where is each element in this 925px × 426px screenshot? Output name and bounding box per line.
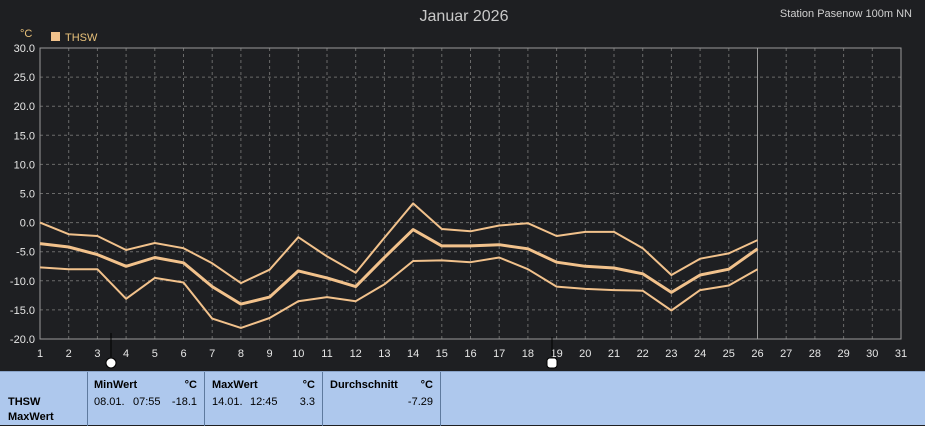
- min-value-cell: MinWert °C 08.01. 07:55 -18.1: [88, 372, 205, 426]
- series-line-1: [39, 202, 758, 285]
- max-unit: °C: [302, 379, 315, 391]
- y-tick-label: -15.0: [10, 305, 35, 317]
- max-time: 12:45: [250, 396, 278, 408]
- min-marker-handle[interactable]: [105, 357, 117, 369]
- min-time: 07:55: [133, 396, 161, 408]
- max-header: MaxWert: [212, 379, 258, 391]
- legend-swatch: [51, 32, 60, 41]
- max-value: 3.3: [299, 396, 315, 408]
- x-tick-label: 10: [292, 348, 304, 360]
- max-date: 14.01.: [212, 396, 243, 408]
- x-tick-label: 2: [66, 348, 72, 360]
- y-tick-label: 30.0: [14, 43, 35, 55]
- x-tick-label: 5: [152, 348, 158, 360]
- statistics-panel: THSW MaxWert MinWert °C 08.01. 07:55 -18…: [0, 371, 925, 426]
- x-tick-label: 31: [895, 348, 907, 360]
- avg-header: Durchschnitt: [330, 379, 398, 391]
- x-tick-label: 24: [694, 348, 706, 360]
- y-tick-label: 10.0: [14, 159, 35, 171]
- y-tick-label: 20.0: [14, 101, 35, 113]
- x-tick-label: 4: [123, 348, 129, 360]
- x-tick-label: 16: [464, 348, 476, 360]
- y-tick-label: 25.0: [14, 72, 35, 84]
- x-tick-label: 19: [550, 348, 562, 360]
- max-value-cell: MaxWert °C 14.01. 12:45 3.3: [205, 372, 323, 426]
- x-tick-label: 6: [180, 348, 186, 360]
- series-lines: [39, 202, 759, 329]
- avg-value: -7.29: [407, 396, 433, 408]
- x-tick-label: 8: [238, 348, 244, 360]
- chart-title: Januar 2026: [420, 8, 509, 25]
- y-tick-label: -10.0: [10, 276, 35, 288]
- series-line-3: [39, 256, 758, 329]
- y-unit-label: °C: [20, 28, 32, 40]
- y-tick-label: 0.0: [20, 218, 35, 230]
- x-tick-label: 11: [321, 348, 332, 360]
- x-tick-label: 3: [94, 348, 100, 360]
- x-tick-label: 1: [37, 348, 43, 360]
- x-tick-label: 17: [493, 348, 505, 360]
- x-tick-label: 12: [350, 348, 362, 360]
- y-tick-label: -5.0: [16, 247, 35, 259]
- x-axis: 1 2 3 4 5 6 7 8 9 10 11 12 13 14 15 16 17 18 19 20 21 22 23 24 2…: [37, 348, 907, 360]
- min-header: MinWert: [94, 379, 138, 391]
- x-tick-label: 7: [209, 348, 215, 360]
- x-tick-label: 25: [723, 348, 735, 360]
- y-tick-label: 5.0: [20, 189, 35, 201]
- x-tick-label: 28: [809, 348, 821, 360]
- grid: [40, 48, 901, 339]
- chart: Januar 2026 Station Pasenow 100m NN °C T…: [10, 8, 912, 369]
- x-tick-label: 18: [522, 348, 534, 360]
- x-tick-label: 15: [436, 348, 448, 360]
- row-label-type: MaxWert: [8, 411, 54, 423]
- x-tick-label: 13: [378, 348, 390, 360]
- x-tick-label: 23: [665, 348, 677, 360]
- x-tick-label: 14: [407, 348, 419, 360]
- plot-frame: [39, 47, 902, 340]
- x-tick-label: 30: [866, 348, 878, 360]
- time-markers[interactable]: [105, 333, 558, 369]
- y-axis: 30.0 25.0 20.0 15.0 10.0 5.0 0.0 -5.0 -10.0 -15.0…: [10, 43, 35, 346]
- y-tick-label: -20.0: [10, 334, 35, 346]
- x-tick-label: 27: [780, 348, 792, 360]
- avg-unit: °C: [420, 379, 433, 391]
- x-tick-label: 20: [579, 348, 591, 360]
- x-tick-label: 21: [608, 348, 620, 360]
- x-tick-label: 29: [837, 348, 849, 360]
- row-label-series: THSW: [8, 396, 41, 408]
- min-date: 08.01.: [94, 396, 125, 408]
- y-tick-label: 15.0: [14, 130, 35, 142]
- legend-label: THSW: [65, 32, 98, 44]
- x-tick-label: 9: [267, 348, 273, 360]
- x-tick-label: 22: [637, 348, 649, 360]
- series-line-2: [39, 228, 759, 306]
- station-label: Station Pasenow 100m NN: [780, 8, 912, 20]
- min-value: -18.1: [171, 396, 197, 408]
- average-cell: Durchschnitt °C -7.29: [323, 372, 441, 426]
- row-label-cell: THSW MaxWert: [0, 372, 88, 426]
- min-unit: °C: [184, 379, 197, 391]
- max-marker-handle[interactable]: [546, 357, 558, 369]
- x-tick-label: 26: [751, 348, 763, 360]
